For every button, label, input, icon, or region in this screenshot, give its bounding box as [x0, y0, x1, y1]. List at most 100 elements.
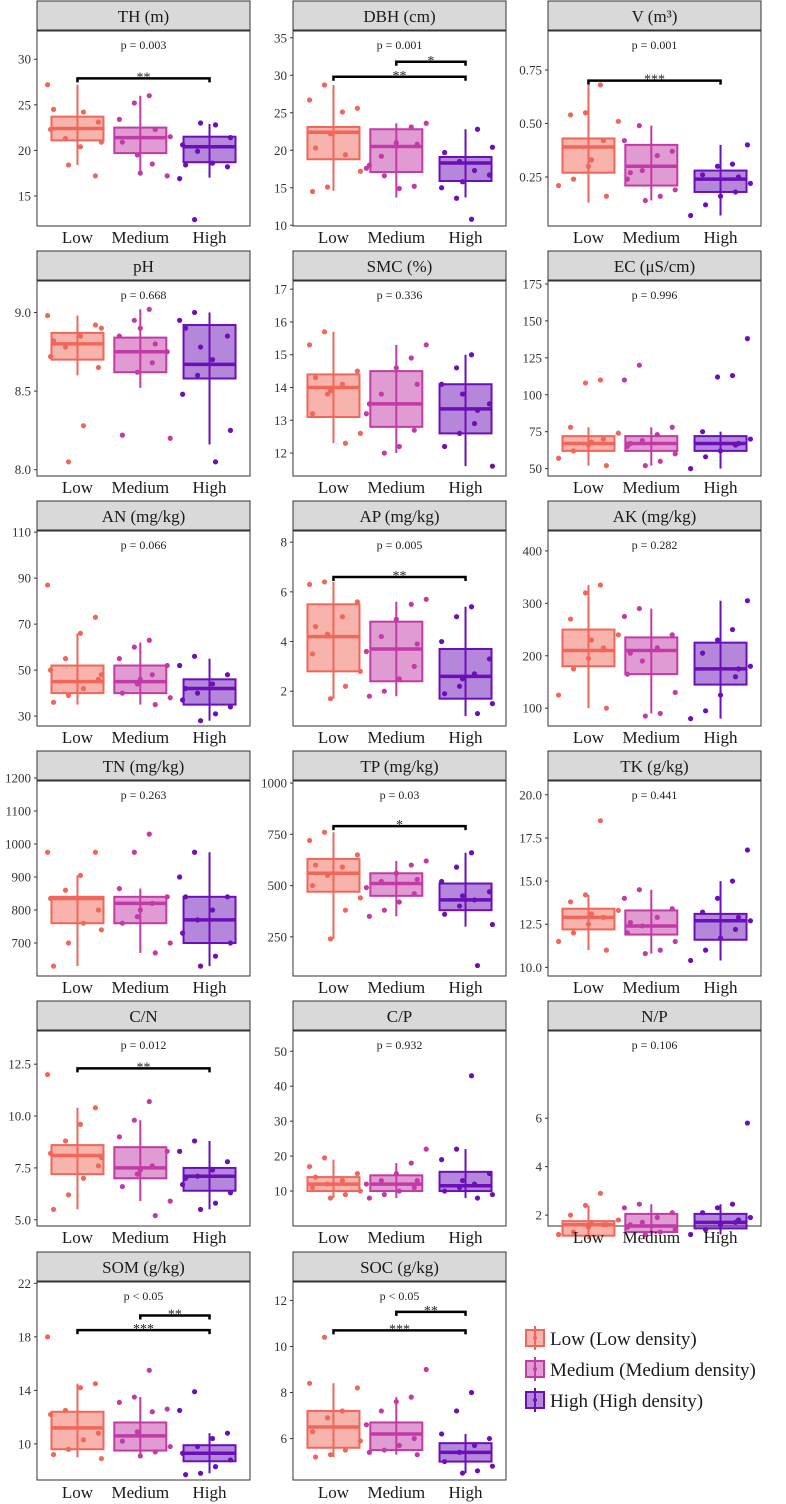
data-point: [378, 1177, 384, 1184]
x-tick-label: Low: [62, 478, 94, 497]
panel-ap: AP (mg/kg) 2 4 6 8 p = 0.005 Low Medium High **: [281, 500, 507, 747]
data-point: [339, 381, 346, 387]
data-point: [50, 963, 57, 969]
data-point: [699, 650, 706, 656]
data-point: [98, 325, 104, 331]
significance-bracket: [332, 75, 467, 81]
data-point: [555, 182, 562, 189]
data-point: [423, 342, 429, 348]
data-point: [62, 135, 69, 142]
data-point: [555, 938, 562, 945]
box-high: [438, 882, 493, 912]
data-point: [80, 423, 87, 429]
data-point: [621, 377, 627, 383]
data-point: [146, 1367, 152, 1373]
data-point: [227, 940, 234, 946]
x-tick-label: Medium: [368, 228, 426, 247]
data-point: [717, 193, 724, 199]
x-tick-label: High: [193, 728, 228, 747]
panel-title: TK (g/kg): [620, 757, 688, 776]
x-tick-label: Low: [318, 1483, 350, 1502]
p-value: p = 0.282: [632, 538, 678, 552]
y-tick-label: 30: [18, 709, 31, 724]
significance-label: **: [393, 569, 407, 584]
x-tick-label: Medium: [368, 1483, 426, 1502]
data-point: [699, 909, 706, 915]
data-point: [657, 1229, 663, 1235]
y-tick-label: 4: [281, 634, 288, 649]
data-point: [366, 1195, 372, 1201]
data-point: [197, 120, 204, 126]
data-point: [732, 674, 739, 680]
x-tick-label: High: [704, 1228, 739, 1247]
data-point: [442, 691, 448, 697]
data-point: [396, 899, 402, 905]
data-point: [702, 708, 709, 714]
data-point: [50, 338, 57, 344]
panel-cn: C/N 5.0 7.5 10.0 12.5 p = 0.012 Low Medium High *…: [8, 1000, 251, 1247]
x-tick-label: Low: [318, 978, 350, 997]
data-point: [327, 1195, 334, 1201]
data-point: [191, 1138, 198, 1144]
data-point: [92, 173, 99, 179]
data-point: [363, 1181, 370, 1187]
panel-strip: [36, 1000, 251, 1031]
data-point: [180, 930, 186, 936]
data-point: [453, 365, 460, 371]
data-point: [732, 926, 739, 933]
data-point: [62, 1138, 69, 1144]
panel-strip: [36, 1251, 251, 1282]
box-low: [50, 1410, 105, 1451]
data-point: [197, 1470, 204, 1476]
data-point: [306, 97, 313, 103]
plot-area: [547, 1030, 762, 1227]
p-value: p = 0.336: [377, 288, 423, 302]
box-high: [438, 1170, 493, 1193]
data-point: [227, 1457, 234, 1463]
data-point: [453, 195, 460, 201]
data-point: [378, 878, 384, 885]
significance-bracket: [76, 1067, 211, 1073]
data-point: [744, 1120, 751, 1126]
data-point: [486, 1435, 493, 1442]
data-point: [588, 911, 595, 917]
data-point: [116, 885, 122, 892]
data-point: [95, 119, 101, 125]
box-medium: [113, 1146, 168, 1180]
data-point: [735, 666, 742, 672]
data-point: [149, 161, 155, 167]
data-point: [227, 135, 234, 141]
data-point: [164, 349, 170, 355]
panel-title: AP (mg/kg): [359, 507, 439, 526]
data-point: [456, 683, 463, 689]
data-point: [396, 676, 402, 682]
data-point: [321, 1155, 328, 1161]
data-point: [567, 1212, 574, 1218]
data-point: [357, 168, 363, 174]
data-point: [468, 216, 475, 222]
panel-title: SOC (g/kg): [360, 1258, 439, 1277]
data-point: [209, 160, 216, 166]
data-point: [615, 907, 621, 914]
data-point: [366, 162, 372, 168]
data-point: [342, 907, 349, 913]
y-tick-label: 8: [281, 535, 288, 550]
data-point: [489, 921, 496, 928]
data-point: [597, 582, 604, 588]
data-point: [180, 1450, 186, 1456]
data-point: [342, 683, 349, 689]
data-point: [597, 82, 604, 88]
data-point: [717, 935, 724, 941]
data-point: [654, 645, 660, 651]
data-point: [212, 1200, 219, 1206]
panel-dbh: DBH (cm) 10 15 20 25 30 35 p = 0.001 Low Medium Hi…: [274, 0, 507, 247]
data-point: [672, 689, 678, 696]
legend: Low (Low density) Medium (Medium density)…: [525, 1326, 756, 1412]
p-value: p = 0.996: [632, 288, 678, 302]
data-point: [134, 1171, 140, 1177]
panel-an: AN (mg/kg) 30 50 70 90 110 p = 0.066 Low Medium H…: [12, 500, 251, 747]
significance-bracket: [332, 575, 467, 581]
data-point: [180, 142, 186, 148]
x-tick-label: Low: [318, 228, 350, 247]
data-point: [197, 718, 204, 724]
